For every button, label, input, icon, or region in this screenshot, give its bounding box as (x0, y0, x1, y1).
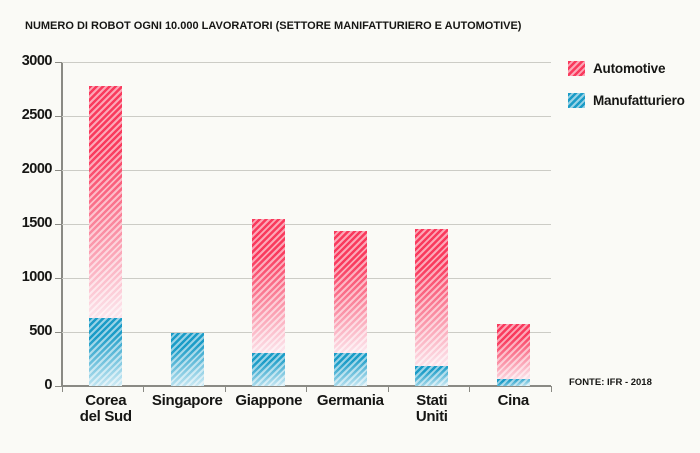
y-tick-label: 2500 (21, 107, 53, 123)
y-tick-label: 2000 (21, 161, 53, 177)
bar-segment-automotive (496, 324, 530, 379)
y-tick-label: 3000 (21, 53, 53, 69)
gridline (62, 331, 551, 333)
y-axis-tick (55, 386, 62, 387)
x-axis-tick (469, 386, 470, 392)
y-axis-tick (55, 224, 62, 225)
legend: Automotive Manufatturiero (568, 60, 685, 124)
x-tick-label: Giappone (235, 392, 303, 409)
y-tick-label: 0 (44, 377, 52, 393)
legend-item-automotive: Automotive (568, 60, 685, 76)
gridline (62, 61, 551, 63)
bar-segment-automotive (333, 230, 367, 353)
x-axis-tick (387, 386, 389, 392)
x-tick-label: Germania (316, 392, 384, 409)
legend-swatch-automotive-icon (568, 60, 585, 76)
chart-title: NUMERO DI ROBOT OGNI 10.000 LAVORATORI (… (25, 20, 522, 32)
y-axis-tick (55, 278, 62, 279)
bar-segment-automotive (252, 219, 286, 354)
y-axis-tick (55, 62, 62, 63)
x-tick-label: Singapore (151, 392, 223, 409)
y-axis-tick (55, 170, 62, 171)
legend-item-manufatturiero: Manufatturiero (568, 92, 685, 108)
x-axis-tick (306, 386, 307, 392)
bar-segment-manufatturiero (89, 317, 123, 386)
bar-segment-manufatturiero (252, 353, 286, 386)
x-tick-label: Corea del Sud (79, 392, 132, 425)
y-axis-labels: 0 500 1000 1500 2000 2500 3000 (0, 0, 53, 453)
gridline (62, 223, 551, 225)
x-tick-label: Stati Uniti (415, 392, 448, 425)
y-tick-label: 1500 (21, 215, 53, 231)
bar-segment-automotive (415, 229, 449, 366)
x-tick-label: Cina (497, 392, 530, 409)
bar-segment-manufatturiero (333, 352, 367, 386)
legend-label-automotive: Automotive (593, 60, 666, 76)
source-note: FONTE: IFR - 2018 (569, 377, 652, 388)
legend-swatch-manufatturiero-icon (568, 92, 585, 108)
x-axis-tick (550, 386, 552, 392)
x-axis-tick (143, 386, 144, 392)
y-tick-label: 500 (29, 323, 52, 339)
y-axis-line (61, 62, 63, 387)
legend-label-manufatturiero: Manufatturiero (593, 92, 685, 108)
gridline (62, 115, 551, 117)
bar-segment-manufatturiero (415, 365, 449, 386)
y-tick-label: 1000 (21, 269, 53, 285)
plot-area (55, 61, 552, 392)
bar-segment-automotive (89, 86, 123, 318)
gridline (62, 169, 551, 171)
bar-segment-manufatturiero (170, 333, 204, 386)
y-axis-tick (55, 116, 62, 117)
x-axis-tick (224, 386, 226, 392)
x-axis-tick (61, 386, 63, 392)
y-axis-tick (55, 332, 62, 333)
gridline (62, 277, 551, 279)
bar-segment-manufatturiero (496, 378, 530, 386)
